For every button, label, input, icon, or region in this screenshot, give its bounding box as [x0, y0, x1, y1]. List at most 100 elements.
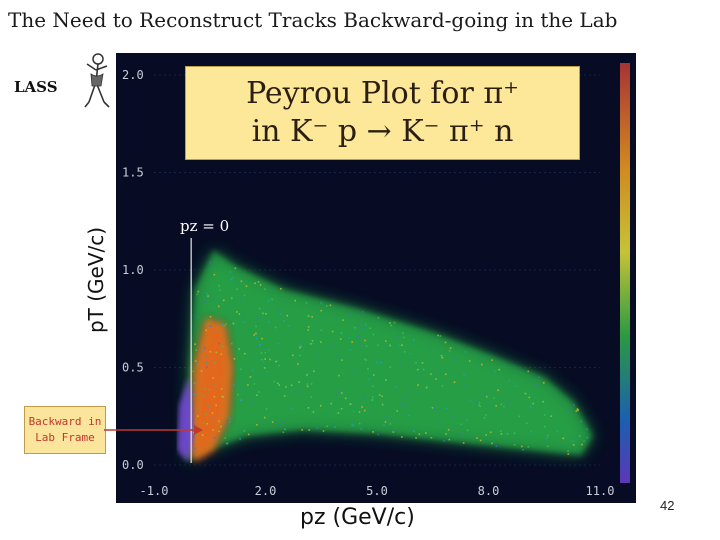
density-speck	[546, 434, 549, 437]
density-speck	[224, 437, 227, 439]
density-speck	[367, 378, 370, 381]
density-speck	[236, 288, 238, 291]
density-speck	[363, 409, 366, 412]
density-speck	[201, 434, 204, 436]
density-speck	[421, 372, 423, 375]
density-speck	[191, 426, 194, 429]
density-speck	[259, 344, 261, 346]
density-speck	[256, 318, 259, 320]
density-speck	[537, 376, 540, 378]
density-speck	[329, 304, 332, 307]
density-speck	[431, 406, 434, 409]
density-speck	[586, 428, 588, 431]
density-speck	[310, 396, 313, 399]
density-speck	[392, 430, 395, 432]
density-speck	[294, 299, 296, 302]
density-speck	[204, 298, 207, 301]
density-speck	[264, 288, 266, 291]
density-speck	[264, 351, 267, 354]
density-speck	[194, 447, 197, 450]
density-speck	[339, 338, 342, 340]
density-speck	[468, 360, 471, 362]
density-speck	[408, 352, 411, 355]
density-speck	[494, 370, 496, 373]
density-speck	[290, 384, 293, 387]
density-speck	[212, 383, 215, 385]
color-scale-bar	[620, 63, 630, 483]
density-speck	[316, 427, 319, 429]
density-speck	[218, 342, 221, 345]
density-speck	[278, 309, 281, 312]
density-speck	[376, 344, 379, 347]
density-speck	[415, 437, 417, 439]
density-speck	[338, 374, 340, 377]
density-speck	[369, 327, 371, 330]
density-speck	[348, 337, 350, 339]
density-speck	[385, 379, 387, 381]
density-speck	[498, 368, 500, 371]
density-speck	[234, 280, 237, 283]
density-speck	[462, 433, 464, 436]
density-speck	[320, 329, 323, 331]
density-speck	[240, 280, 243, 283]
density-speck	[476, 437, 478, 439]
density-speck	[378, 394, 381, 396]
density-speck	[577, 409, 579, 412]
density-speck	[463, 374, 465, 376]
density-speck	[235, 382, 238, 385]
density-speck	[240, 399, 243, 402]
density-speck	[196, 315, 199, 318]
density-speck	[253, 334, 256, 336]
density-speck	[340, 332, 343, 335]
density-speck	[279, 313, 282, 316]
density-speck	[485, 434, 487, 436]
density-speck	[340, 392, 343, 394]
density-speck	[386, 416, 388, 419]
density-speck	[361, 327, 363, 330]
density-speck	[220, 388, 223, 390]
density-speck	[479, 439, 482, 442]
density-speck	[497, 389, 499, 392]
density-speck	[396, 335, 399, 338]
density-speck	[307, 406, 310, 409]
density-speck	[514, 385, 517, 387]
density-speck	[226, 416, 229, 418]
density-speck	[204, 347, 206, 349]
y-tick-label: 1.5	[122, 166, 144, 180]
density-speck	[240, 368, 242, 371]
density-speck	[361, 406, 363, 408]
density-speck	[258, 307, 261, 310]
density-speck	[220, 425, 222, 428]
density-speck	[334, 426, 336, 428]
density-speck	[353, 326, 356, 329]
density-speck	[556, 430, 559, 433]
density-speck	[209, 325, 212, 327]
density-speck	[265, 370, 268, 373]
density-speck	[202, 301, 205, 304]
density-speck	[491, 442, 493, 445]
density-speck	[277, 342, 280, 345]
density-speck	[307, 329, 310, 331]
density-speck	[572, 440, 574, 443]
density-speck	[489, 431, 492, 434]
density-speck	[255, 332, 257, 335]
tick-labels: -1.0 2.0 5.0 8.0 11.0 0.0 0.5 1.0 1.5 2.0	[122, 68, 614, 498]
density-speck	[264, 358, 266, 360]
density-speck	[444, 341, 447, 344]
density-speck	[435, 378, 437, 380]
density-speck	[222, 345, 224, 348]
density-speck	[196, 293, 199, 296]
density-speck	[365, 345, 368, 347]
density-speck	[307, 315, 310, 317]
density-speck	[239, 298, 241, 301]
density-speck	[542, 400, 544, 403]
density-speck	[444, 373, 447, 376]
density-speck	[300, 345, 302, 348]
density-speck	[513, 432, 516, 434]
density-speck	[401, 436, 403, 438]
density-speck	[193, 427, 195, 430]
density-speck	[320, 341, 322, 343]
density-speck	[230, 296, 233, 299]
density-speck	[364, 339, 366, 342]
density-speck	[195, 363, 198, 365]
